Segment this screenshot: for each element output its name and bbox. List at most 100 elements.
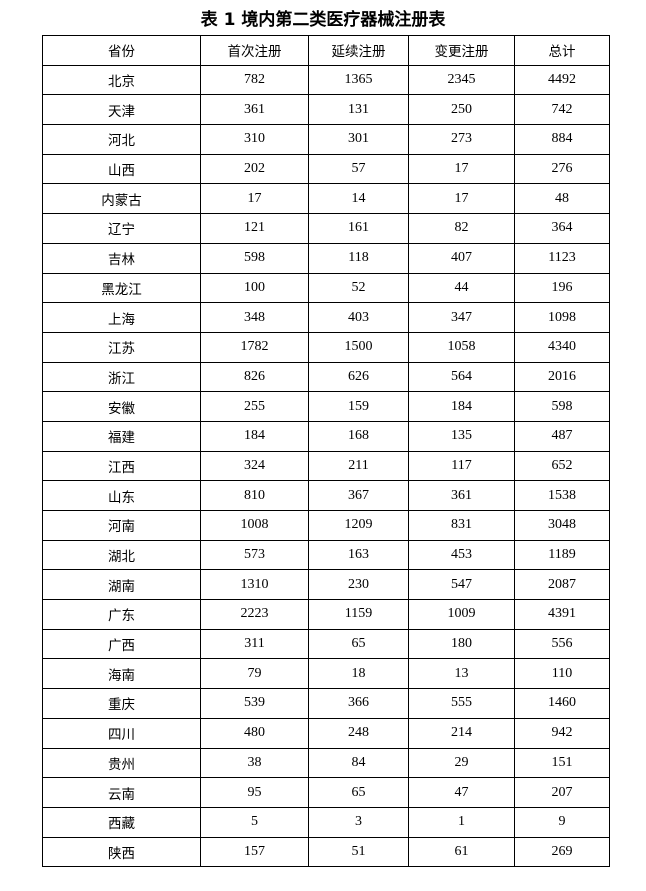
renewal-registration-cell: 3 bbox=[308, 806, 409, 838]
total-cell: 269 bbox=[514, 836, 610, 868]
change-registration-cell: 184 bbox=[408, 391, 515, 422]
table-row: 黑龙江 100 52 44 196 bbox=[42, 272, 610, 304]
first-registration-cell: 539 bbox=[200, 688, 309, 719]
total-cell: 1460 bbox=[514, 688, 610, 719]
header-first-registration: 首次注册 bbox=[200, 35, 309, 66]
table-row: 湖南 1310 230 547 2087 bbox=[42, 569, 610, 601]
renewal-registration-cell: 1365 bbox=[308, 64, 409, 96]
province-cell: 西藏 bbox=[42, 806, 201, 838]
table-row: 贵州 38 84 29 151 bbox=[42, 747, 610, 779]
first-registration-cell: 157 bbox=[200, 836, 309, 868]
renewal-registration-cell: 367 bbox=[308, 480, 409, 511]
first-registration-cell: 310 bbox=[200, 124, 309, 155]
total-cell: 487 bbox=[514, 420, 610, 452]
header-row: 省份 首次注册 延续注册 变更注册 总计 bbox=[42, 35, 610, 66]
first-registration-cell: 79 bbox=[200, 658, 309, 690]
renewal-registration-cell: 57 bbox=[308, 153, 409, 185]
renewal-registration-cell: 230 bbox=[308, 569, 409, 601]
change-registration-cell: 547 bbox=[408, 569, 515, 601]
change-registration-cell: 347 bbox=[408, 302, 515, 333]
province-cell: 北京 bbox=[42, 64, 201, 96]
change-registration-cell: 273 bbox=[408, 124, 515, 155]
change-registration-cell: 17 bbox=[408, 153, 515, 185]
table-row: 福建 184 168 135 487 bbox=[42, 420, 610, 452]
registration-table: 省份 首次注册 延续注册 变更注册 总计 北京 782 1365 2345 4492 天津… bbox=[42, 35, 610, 868]
change-registration-cell: 250 bbox=[408, 94, 515, 126]
change-registration-cell: 564 bbox=[408, 361, 515, 393]
first-registration-cell: 598 bbox=[200, 242, 309, 274]
total-cell: 207 bbox=[514, 777, 610, 808]
renewal-registration-cell: 301 bbox=[308, 124, 409, 155]
province-cell: 重庆 bbox=[42, 688, 201, 719]
province-cell: 江苏 bbox=[42, 331, 201, 363]
province-cell: 四川 bbox=[42, 717, 201, 749]
table-row: 四川 480 248 214 942 bbox=[42, 717, 610, 749]
table-row: 河南 1008 1209 831 3048 bbox=[42, 510, 610, 541]
renewal-registration-cell: 51 bbox=[308, 836, 409, 868]
change-registration-cell: 407 bbox=[408, 242, 515, 274]
first-registration-cell: 1008 bbox=[200, 510, 309, 541]
province-cell: 黑龙江 bbox=[42, 272, 201, 304]
first-registration-cell: 810 bbox=[200, 480, 309, 511]
renewal-registration-cell: 626 bbox=[308, 361, 409, 393]
header-total: 总计 bbox=[514, 35, 610, 66]
renewal-registration-cell: 1159 bbox=[308, 599, 409, 630]
renewal-registration-cell: 118 bbox=[308, 242, 409, 274]
first-registration-cell: 348 bbox=[200, 302, 309, 333]
first-registration-cell: 95 bbox=[200, 777, 309, 808]
total-cell: 196 bbox=[514, 272, 610, 304]
first-registration-cell: 1310 bbox=[200, 569, 309, 601]
table-row: 西藏 5 3 1 9 bbox=[42, 806, 610, 838]
total-cell: 884 bbox=[514, 124, 610, 155]
change-registration-cell: 180 bbox=[408, 628, 515, 660]
total-cell: 48 bbox=[514, 183, 610, 215]
change-registration-cell: 1 bbox=[408, 806, 515, 838]
renewal-registration-cell: 14 bbox=[308, 183, 409, 215]
renewal-registration-cell: 52 bbox=[308, 272, 409, 304]
first-registration-cell: 5 bbox=[200, 806, 309, 838]
total-cell: 1538 bbox=[514, 480, 610, 511]
renewal-registration-cell: 84 bbox=[308, 747, 409, 779]
total-cell: 598 bbox=[514, 391, 610, 422]
first-registration-cell: 255 bbox=[200, 391, 309, 422]
change-registration-cell: 29 bbox=[408, 747, 515, 779]
table-row: 北京 782 1365 2345 4492 bbox=[42, 64, 610, 96]
total-cell: 3048 bbox=[514, 510, 610, 541]
first-registration-cell: 324 bbox=[200, 450, 309, 482]
renewal-registration-cell: 366 bbox=[308, 688, 409, 719]
total-cell: 9 bbox=[514, 806, 610, 838]
total-cell: 4492 bbox=[514, 64, 610, 96]
table-row: 浙江 826 626 564 2016 bbox=[42, 361, 610, 393]
province-cell: 湖南 bbox=[42, 569, 201, 601]
total-cell: 1098 bbox=[514, 302, 610, 333]
renewal-registration-cell: 211 bbox=[308, 450, 409, 482]
table-row: 山西 202 57 17 276 bbox=[42, 153, 610, 185]
first-registration-cell: 184 bbox=[200, 420, 309, 452]
province-cell: 陕西 bbox=[42, 836, 201, 868]
province-cell: 河南 bbox=[42, 510, 201, 541]
table-row: 河北 310 301 273 884 bbox=[42, 124, 610, 155]
total-cell: 652 bbox=[514, 450, 610, 482]
change-registration-cell: 117 bbox=[408, 450, 515, 482]
total-cell: 364 bbox=[514, 213, 610, 244]
change-registration-cell: 555 bbox=[408, 688, 515, 719]
total-cell: 1189 bbox=[514, 539, 610, 571]
province-cell: 河北 bbox=[42, 124, 201, 155]
province-cell: 贵州 bbox=[42, 747, 201, 779]
change-registration-cell: 2345 bbox=[408, 64, 515, 96]
change-registration-cell: 214 bbox=[408, 717, 515, 749]
total-cell: 1123 bbox=[514, 242, 610, 274]
renewal-registration-cell: 1500 bbox=[308, 331, 409, 363]
header-change-registration: 变更注册 bbox=[408, 35, 515, 66]
table-row: 江苏 1782 1500 1058 4340 bbox=[42, 331, 610, 363]
first-registration-cell: 782 bbox=[200, 64, 309, 96]
renewal-registration-cell: 65 bbox=[308, 628, 409, 660]
renewal-registration-cell: 403 bbox=[308, 302, 409, 333]
province-cell: 浙江 bbox=[42, 361, 201, 393]
change-registration-cell: 361 bbox=[408, 480, 515, 511]
header-province: 省份 bbox=[42, 35, 201, 66]
total-cell: 556 bbox=[514, 628, 610, 660]
first-registration-cell: 573 bbox=[200, 539, 309, 571]
change-registration-cell: 135 bbox=[408, 420, 515, 452]
total-cell: 4340 bbox=[514, 331, 610, 363]
